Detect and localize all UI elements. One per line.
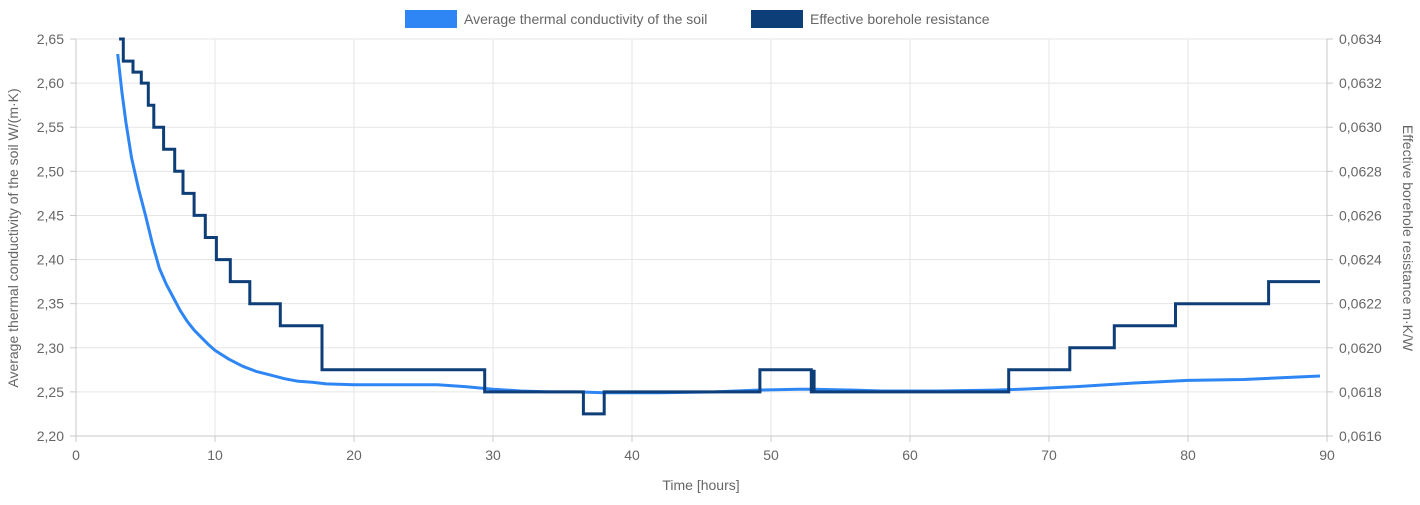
- y-left-tick-label: 2,50: [37, 163, 64, 179]
- y-right-tick-label: 0,0618: [1339, 384, 1382, 400]
- legend-swatch-conductivity[interactable]: [405, 10, 457, 28]
- y-axis-left-title: Average thermal conductivity of the soil…: [5, 88, 21, 387]
- x-tick-label: 70: [1041, 447, 1057, 463]
- y-left-tick-label: 2,65: [37, 31, 64, 47]
- y-right-tick-label: 0,0628: [1339, 163, 1382, 179]
- y-left-tick-label: 2,45: [37, 207, 64, 223]
- legend-label-conductivity[interactable]: Average thermal conductivity of the soil: [464, 11, 707, 27]
- legend[interactable]: Average thermal conductivity of the soil…: [405, 10, 990, 28]
- x-tick-label: 90: [1319, 447, 1335, 463]
- series-line-conductivity: [116, 53, 1321, 395]
- grid: [75, 38, 1328, 437]
- x-tick-label: 0: [72, 447, 80, 463]
- legend-label-resistance[interactable]: Effective borehole resistance: [810, 11, 990, 27]
- y-right-tick-label: 0,0632: [1339, 75, 1382, 91]
- y-right-tick-label: 0,0620: [1339, 340, 1382, 356]
- y-left-tick-label: 2,20: [37, 428, 64, 444]
- y-right-tick-label: 0,0626: [1339, 207, 1382, 223]
- x-tick-label: 50: [763, 447, 779, 463]
- x-tick-label: 80: [1180, 447, 1196, 463]
- legend-item-conductivity[interactable]: Average thermal conductivity of the soil: [405, 10, 707, 28]
- y-left-tick-label: 2,25: [37, 384, 64, 400]
- series-line-resistance: [119, 37, 1320, 416]
- series: [116, 37, 1321, 416]
- x-tick-label: 60: [902, 447, 918, 463]
- y-right-tick-label: 0,0622: [1339, 296, 1382, 312]
- x-axis-title: Time [hours]: [662, 477, 739, 493]
- y-right-tick-label: 0,0616: [1339, 428, 1382, 444]
- x-tick-label: 20: [346, 447, 362, 463]
- y-left-tick-label: 2,40: [37, 252, 64, 268]
- x-tick-label: 30: [485, 447, 501, 463]
- axes: 2,20 2,25 2,30 2,35 2,40 2,45 2,50 2,55 2,60 2,65…: [37, 31, 1382, 463]
- y-left-tick-label: 2,60: [37, 75, 64, 91]
- x-tick-label: 40: [624, 447, 640, 463]
- y-left-tick-label: 2,30: [37, 340, 64, 356]
- legend-item-resistance[interactable]: Effective borehole resistance: [751, 10, 990, 28]
- y-left-tick-label: 2,55: [37, 119, 64, 135]
- y-right-tick-label: 0,0630: [1339, 119, 1382, 135]
- x-tick-label: 10: [207, 447, 223, 463]
- y-axis-right-title: Effective borehole resistance m·K/W: [1400, 125, 1416, 352]
- y-left-tick-label: 2,35: [37, 296, 64, 312]
- y-right-tick-label: 0,0634: [1339, 31, 1382, 47]
- y-right-tick-label: 0,0624: [1339, 252, 1382, 268]
- legend-swatch-resistance[interactable]: [751, 10, 803, 28]
